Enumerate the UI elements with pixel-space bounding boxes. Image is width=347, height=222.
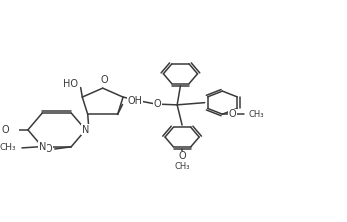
Text: OH: OH: [127, 96, 142, 106]
Text: CH₃: CH₃: [174, 162, 190, 171]
Text: O: O: [178, 151, 186, 161]
Text: CH₃: CH₃: [0, 143, 16, 152]
Text: HO: HO: [63, 79, 78, 89]
Text: O: O: [1, 125, 9, 135]
Text: CH₃: CH₃: [249, 110, 264, 119]
Text: O: O: [229, 109, 236, 119]
Text: O: O: [44, 144, 52, 154]
Text: O: O: [101, 75, 108, 85]
Text: N: N: [39, 142, 46, 152]
Text: N: N: [82, 125, 89, 135]
Text: O: O: [154, 99, 161, 109]
